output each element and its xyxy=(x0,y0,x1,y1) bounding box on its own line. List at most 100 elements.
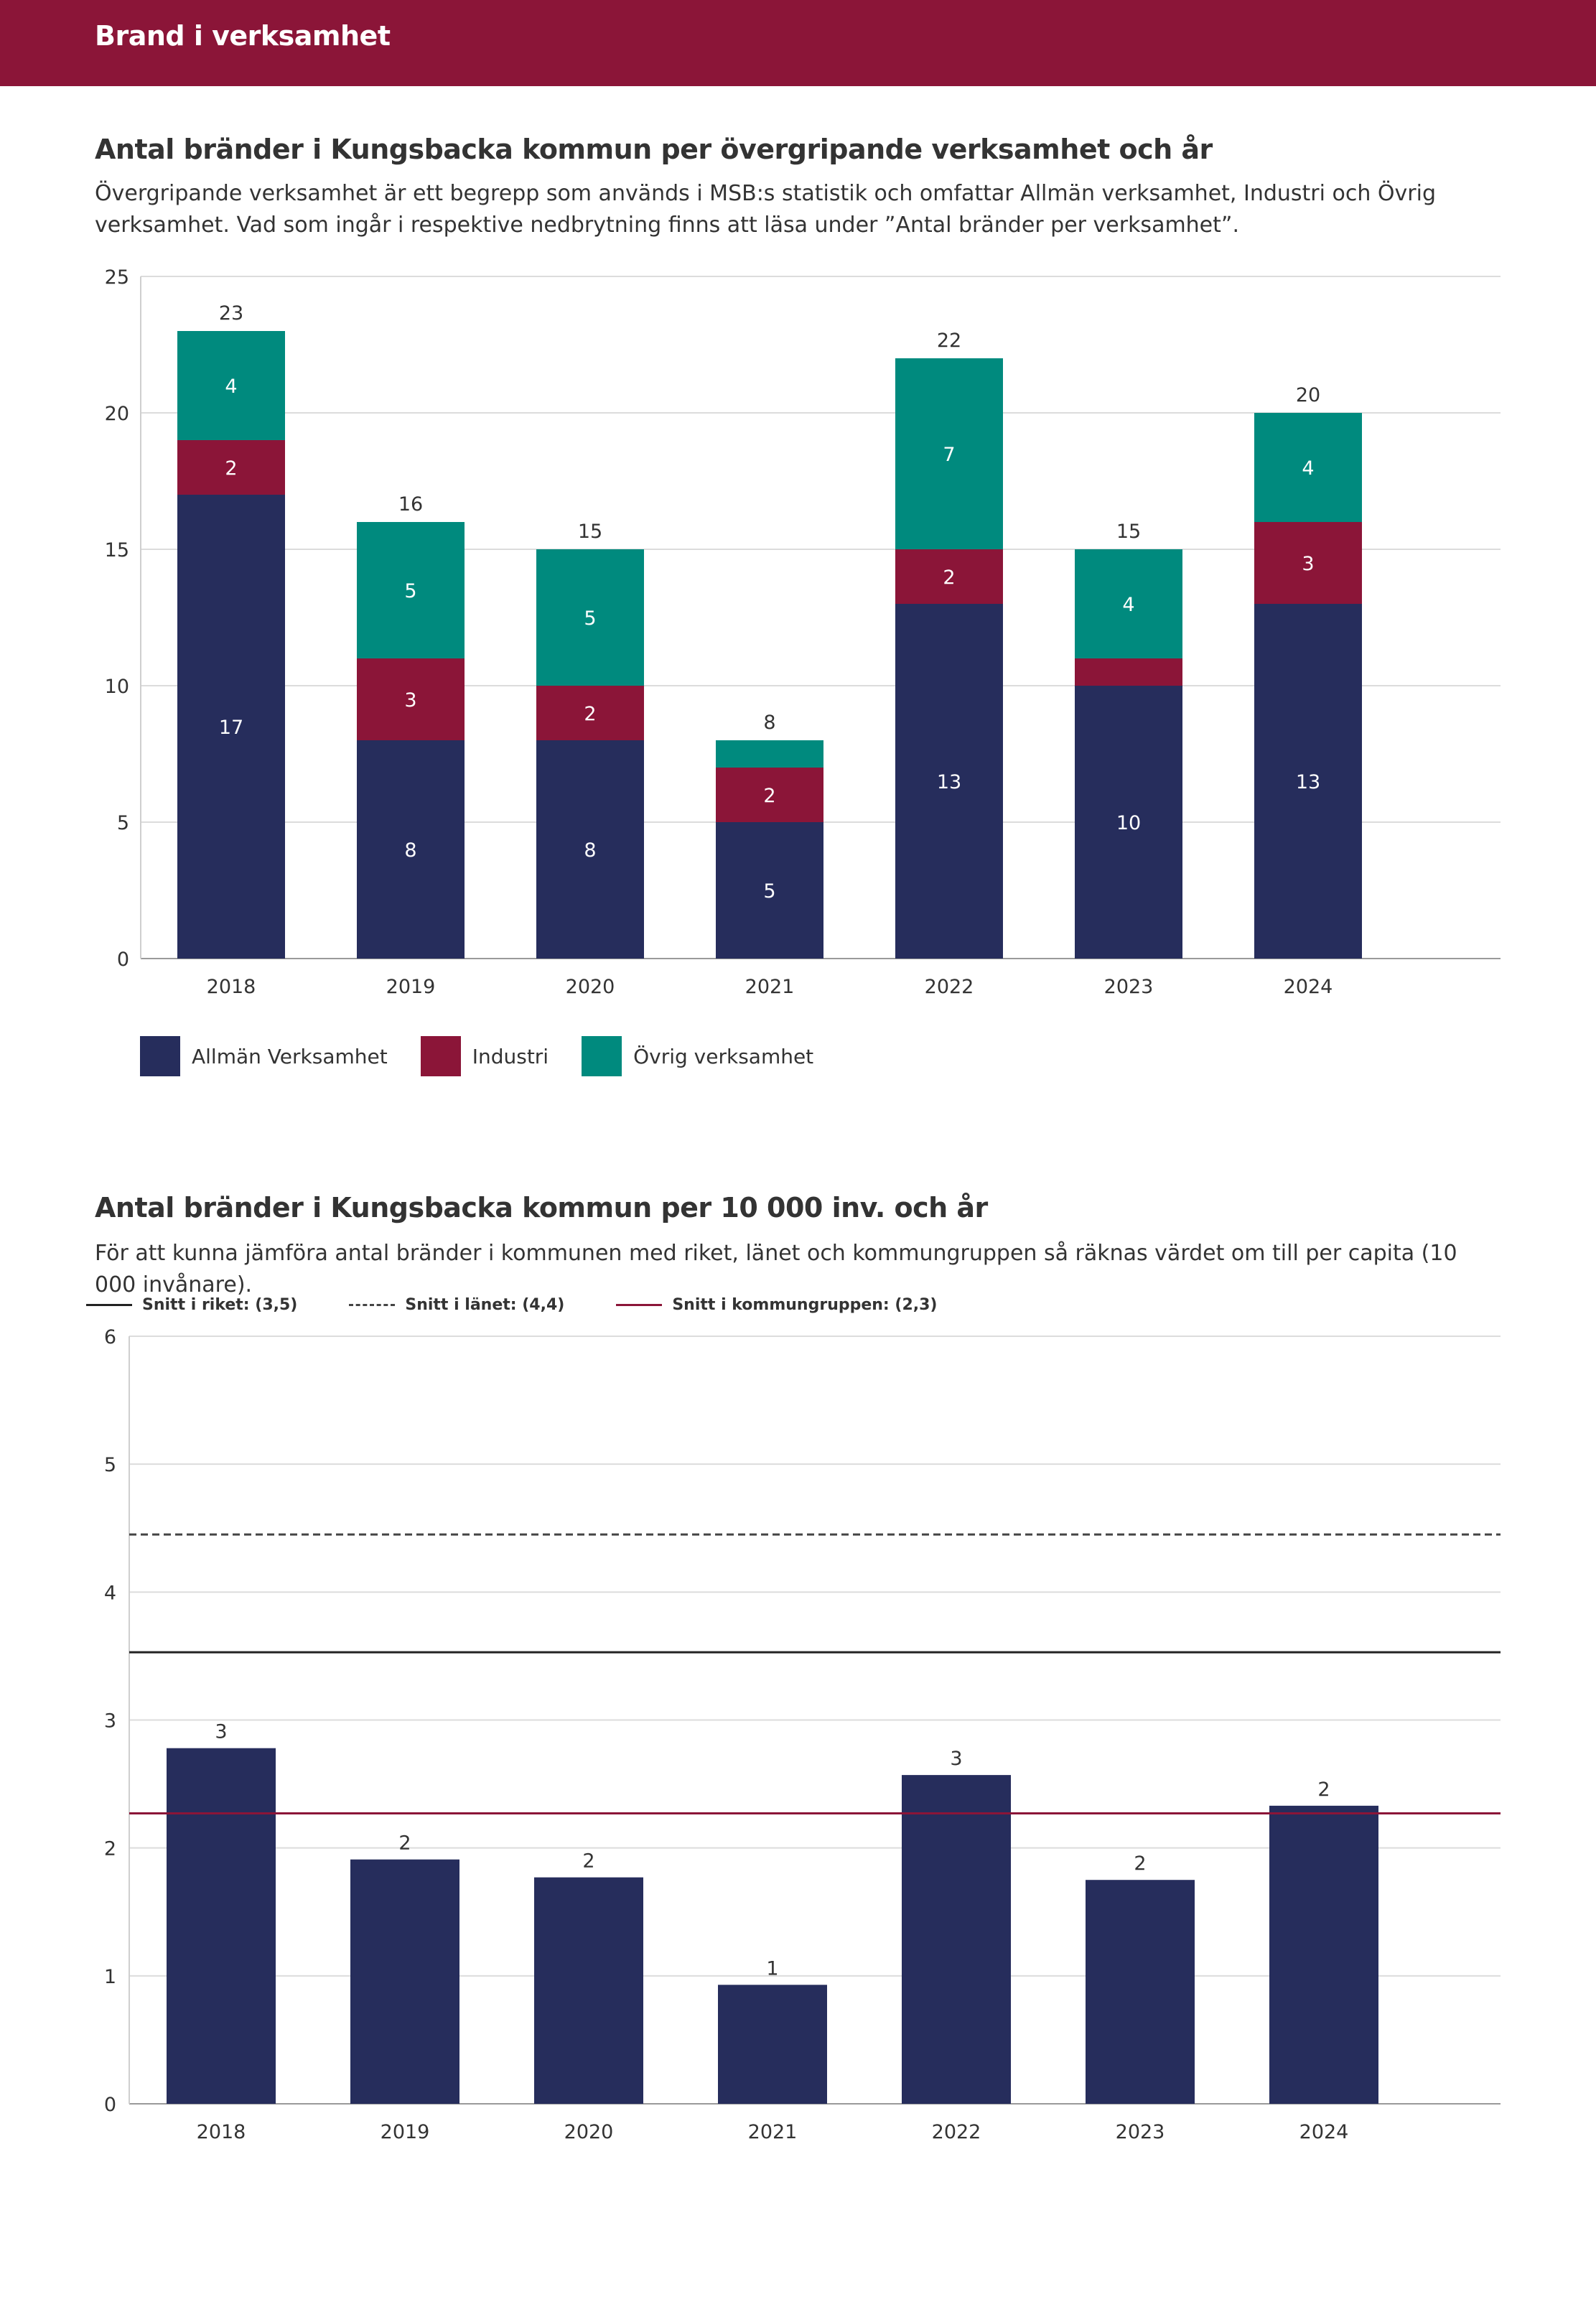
chart2-description: För att kunna jämföra antal bränder i ko… xyxy=(95,1241,1457,1297)
x-tick-label: 2020 xyxy=(564,2121,614,2140)
bar-total-label: 22 xyxy=(937,330,961,352)
y-tick-label: 5 xyxy=(104,1454,116,1476)
legend-line-lanet xyxy=(349,1303,396,1306)
legend-item-industri: Industri xyxy=(420,1036,549,1076)
segment-value-label: 13 xyxy=(1296,771,1320,793)
x-tick-label: 2019 xyxy=(386,976,436,998)
x-tick-label: 2021 xyxy=(748,2121,798,2140)
bar-segment-industri xyxy=(716,768,823,822)
legend-label-allman: Allmän Verksamhet xyxy=(192,1044,388,1068)
y-tick-label: 15 xyxy=(105,539,129,561)
bar-value-label: 1 xyxy=(766,1957,778,1980)
segment-value-label: 2 xyxy=(943,567,955,589)
y-tick-label: 3 xyxy=(104,1710,116,1733)
x-tick-label: 2022 xyxy=(932,2121,981,2140)
bar-value-label: 2 xyxy=(1134,1852,1146,1875)
legend-line-riket xyxy=(86,1303,132,1306)
segment-value-label: 13 xyxy=(937,771,961,793)
legend-item-ovrig: Övrig verksamhet xyxy=(582,1036,813,1076)
bar-segment-allman xyxy=(1254,604,1362,959)
y-tick-label: 0 xyxy=(104,2094,116,2116)
bar-segment-industri xyxy=(1254,522,1362,604)
bar-segment-industri xyxy=(536,686,644,740)
bar-total-label: 23 xyxy=(219,302,243,325)
chart2-reference-legend: Snitt i riket: (3,5) Snitt i länet: (4,4… xyxy=(86,1292,989,1317)
bar-segment-allman xyxy=(895,604,1003,959)
legend-item-allman: Allmän Verksamhet xyxy=(140,1036,388,1076)
bar-value-label: 3 xyxy=(215,1721,227,1743)
bar-segment-ovrig xyxy=(1075,549,1182,658)
segment-value-label: 5 xyxy=(763,880,775,903)
bar-total-label: 16 xyxy=(398,493,423,516)
bar-segment-industri xyxy=(177,440,285,495)
x-tick-label: 2019 xyxy=(381,2121,430,2140)
legend-label-riket: Snitt i riket: (3,5) xyxy=(142,1295,298,1314)
bar-segment-industri xyxy=(895,549,1003,604)
segment-value-label: 4 xyxy=(1302,457,1314,480)
segment-value-label: 5 xyxy=(584,607,596,630)
y-tick-label: 0 xyxy=(117,949,129,971)
y-tick-label: 20 xyxy=(105,403,129,425)
x-tick-label: 2020 xyxy=(566,976,615,998)
bar xyxy=(1086,1880,1195,2104)
bar-value-label: 2 xyxy=(1317,1779,1330,1801)
x-tick-label: 2021 xyxy=(745,976,795,998)
bar xyxy=(902,1775,1011,2104)
page-header: Brand i verksamhet xyxy=(0,0,1596,86)
legend-swatch-industri xyxy=(420,1036,461,1076)
bar xyxy=(718,1985,827,2104)
chart2-title: Antal bränder i Kungsbacka kommun per 10… xyxy=(95,1192,988,1224)
bar-total-label: 20 xyxy=(1296,384,1320,406)
chart1-legend: Allmän Verksamhet Industri Övrig verksam… xyxy=(140,1035,846,1077)
bar-segment-allman xyxy=(357,740,465,959)
bar-segment-ovrig xyxy=(357,522,465,658)
bar-segment-allman xyxy=(1075,686,1182,959)
segment-value-label: 5 xyxy=(404,580,416,602)
segment-value-label: 2 xyxy=(584,703,596,725)
bar-total-label: 8 xyxy=(763,712,775,734)
x-tick-label: 2023 xyxy=(1104,976,1154,998)
segment-value-label: 8 xyxy=(404,839,416,862)
bar-value-label: 2 xyxy=(398,1832,411,1855)
bar-total-label: 15 xyxy=(1116,521,1141,543)
legend-label-lanet: Snitt i länet: (4,4) xyxy=(405,1295,565,1314)
bar-value-label: 2 xyxy=(582,1850,594,1873)
legend-line-kommungrupp xyxy=(616,1303,663,1306)
bar-segment-allman xyxy=(536,740,644,959)
legend-item-riket: Snitt i riket: (3,5) xyxy=(86,1296,297,1314)
bar xyxy=(534,1877,643,2104)
segment-value-label: 17 xyxy=(219,717,243,739)
segment-value-label: 7 xyxy=(943,444,955,466)
legend-label-industri: Industri xyxy=(472,1044,549,1068)
segment-value-label: 2 xyxy=(225,457,237,480)
bar-segment-ovrig xyxy=(716,740,823,768)
bar-segment-industri xyxy=(357,658,465,740)
y-tick-label: 5 xyxy=(117,812,129,834)
x-tick-label: 2022 xyxy=(925,976,974,998)
bar-segment-industri xyxy=(1075,658,1182,686)
segment-value-label: 4 xyxy=(225,376,237,398)
legend-swatch-ovrig xyxy=(582,1036,622,1076)
chart1-description: Övergripande verksamhet är ett begrepp s… xyxy=(95,181,1436,238)
segment-value-label: 10 xyxy=(1116,812,1141,834)
x-tick-label: 2018 xyxy=(197,2121,246,2140)
x-tick-label: 2023 xyxy=(1116,2121,1165,2140)
bar-segment-ovrig xyxy=(895,358,1003,549)
segment-value-label: 2 xyxy=(763,785,775,807)
stacked-bar-chart: 0510152025172423201883516201982515202052… xyxy=(105,266,1501,998)
y-tick-label: 25 xyxy=(105,266,129,289)
bar-segment-ovrig xyxy=(1254,413,1362,522)
segment-value-label: 4 xyxy=(1122,594,1134,616)
segment-value-label: 3 xyxy=(1302,553,1314,575)
x-tick-label: 2018 xyxy=(207,976,256,998)
legend-swatch-allman xyxy=(140,1036,180,1076)
y-tick-label: 4 xyxy=(104,1582,116,1604)
legend-label-ovrig: Övrig verksamhet xyxy=(633,1044,814,1068)
y-tick-label: 6 xyxy=(104,1326,116,1348)
y-tick-label: 10 xyxy=(105,676,129,698)
legend-label-kommungrupp: Snitt i kommungruppen: (2,3) xyxy=(672,1295,938,1314)
x-tick-label: 2024 xyxy=(1299,2121,1349,2140)
bar xyxy=(167,1748,276,2104)
x-tick-label: 2024 xyxy=(1284,976,1333,998)
y-tick-label: 2 xyxy=(104,1838,116,1860)
